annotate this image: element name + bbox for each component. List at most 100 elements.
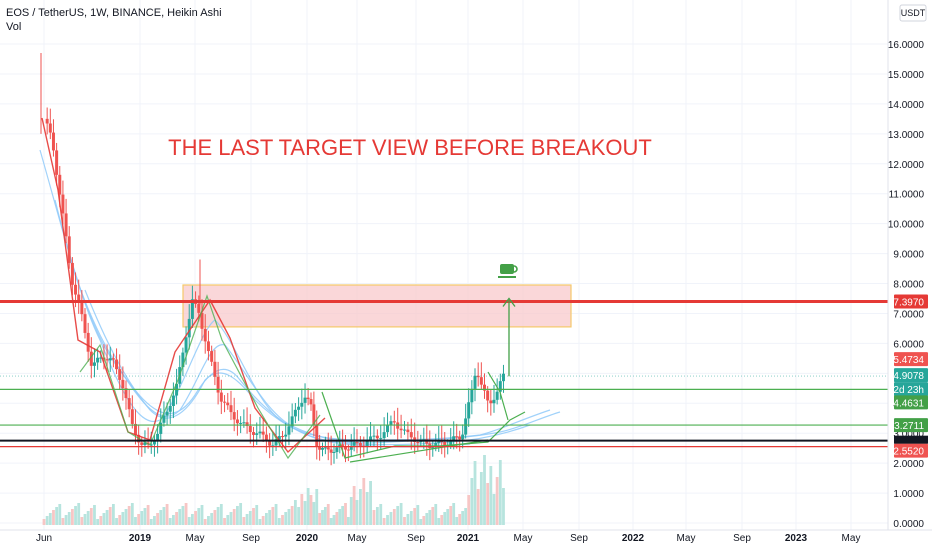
candle-body [306,397,310,400]
volume-bar [96,519,100,525]
candle-body [149,444,153,446]
volume-bar [42,519,46,525]
volume-bar [392,509,396,525]
volume-bar [223,518,226,525]
volume-bar [303,501,307,525]
candle-body [416,442,420,444]
volume-bar [239,503,243,525]
candle-body [479,377,483,385]
candle-body [335,447,339,453]
currency-badge: USDT [899,4,927,22]
volume-bar [143,508,147,525]
volume-bar [105,510,109,525]
volume-bar [207,516,210,525]
candle-body [111,358,115,360]
candle-body [321,447,324,450]
x-tick-label: 2023 [785,533,808,544]
candles [40,52,505,466]
volume-bar [203,519,207,525]
volume-bar [396,506,400,525]
volume-bar [149,519,153,525]
volume-bar [55,507,59,525]
volume-bar [178,509,182,525]
candle-body [458,436,462,440]
candle-body [281,436,284,438]
volume-bar [58,504,62,525]
candle-body [467,402,471,419]
volume-bar [473,461,477,525]
volume-bar [352,486,356,525]
candle-body [365,441,369,446]
volume-bar [446,509,450,525]
volume-bar [248,511,252,525]
candle-body [293,409,297,417]
candle-body [495,391,499,400]
volume-bar [476,489,480,525]
candle-body [277,436,281,440]
candle-body [184,337,188,353]
volume-bar [323,507,327,525]
volume-bar [229,512,233,525]
volume-bar [422,516,426,525]
volume-bar [409,511,413,525]
candle-body [229,405,233,413]
volume-bar [349,497,353,525]
volume-bar [344,503,347,525]
candle-body [303,397,307,403]
candle-body [51,132,55,151]
x-tick-label: Sep [242,533,260,544]
volume-bar [165,504,169,525]
candle-body [372,435,376,437]
price-label: 7.3970 [893,298,924,309]
volume-bar [115,518,118,525]
volume-bar [261,516,265,525]
candle-body [470,388,474,403]
candle-body [143,442,147,445]
pattern-line-green [487,371,509,421]
x-tick-label: May [842,533,861,544]
x-tick-label: 2022 [622,533,645,544]
candle-body [489,400,493,404]
volume-bar [403,517,406,525]
candle-body [326,447,330,450]
volume-bar [258,519,262,525]
candle-body [284,434,288,437]
volume-indicator-label[interactable]: Vol [6,21,22,33]
y-tick-label: 6.0000 [893,339,924,350]
volume-bar [428,510,432,525]
volume-bar [242,517,246,525]
x-tick-label: May [514,533,533,544]
candle-body [83,314,87,333]
candle-body [64,213,68,237]
y-tick-label: 9.0000 [893,250,924,261]
candle-body [338,444,342,448]
candle-body [200,312,204,329]
candle-body [105,359,109,361]
target-arrow-head [502,297,516,307]
volume-bar [124,509,128,525]
chart-header: EOS / TetherUS, 1W, BINANCE, Heikin Ashi… [6,6,222,34]
volume-bar [213,510,217,525]
candle-body [235,419,239,424]
y-tick-label: 11.0000 [889,190,925,201]
volume-bar [382,518,386,525]
volume-bar [168,518,172,525]
candle-body [309,399,313,405]
candle-body [449,440,453,446]
price-label-box [894,443,928,458]
price-label: 3.2711 [894,421,924,432]
volume-bar [452,503,456,525]
price-label-box [894,294,928,309]
candle-body [492,399,496,404]
candle-body [210,351,214,362]
candle-body [156,433,160,442]
volume-bar [134,517,137,525]
volume-bars [42,455,505,525]
price-label-box [894,395,928,410]
price-label: 4.4631 [893,398,924,409]
volume-bar [70,509,74,525]
candle-body [287,426,291,435]
candle-body [297,406,301,410]
